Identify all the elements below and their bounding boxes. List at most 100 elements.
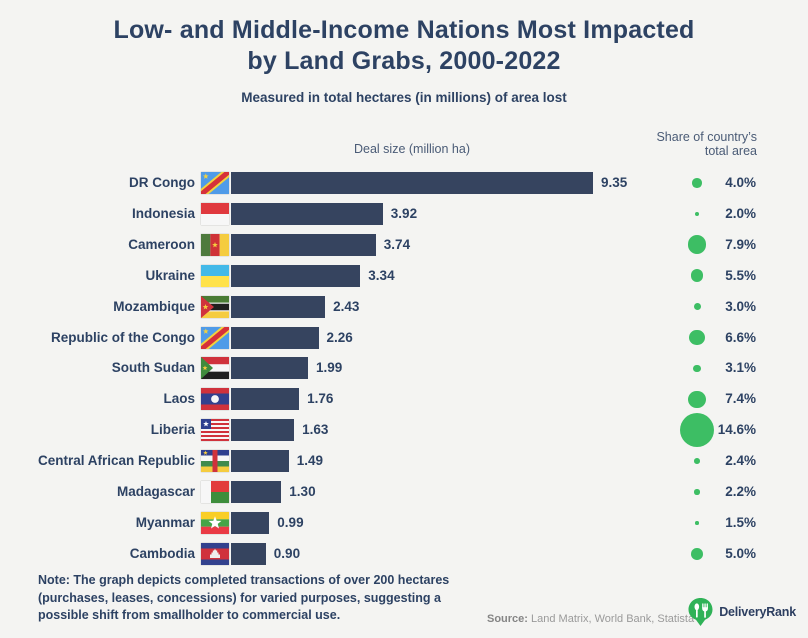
deal-size-bar <box>231 264 361 287</box>
country-label: DR Congo <box>129 175 195 190</box>
deal-size-value: 3.34 <box>368 267 395 283</box>
country-label: Liberia <box>150 422 195 438</box>
chart-row: Central African Republic 1.49 2.4% <box>0 448 808 474</box>
share-value: 2.0% <box>725 205 756 221</box>
share-value: 7.9% <box>725 236 756 252</box>
flag-myanmar-icon <box>201 511 229 534</box>
deal-size-value: 9.35 <box>601 175 628 190</box>
flag-republic-of-the-congo-icon <box>201 326 229 349</box>
share-value: 6.6% <box>725 329 756 345</box>
deal-size-value: 2.43 <box>333 298 360 314</box>
share-circle <box>694 489 700 495</box>
flag-cameroon-icon <box>201 233 229 256</box>
share-value: 3.0% <box>725 298 756 314</box>
share-value: 1.5% <box>725 514 756 530</box>
share-value: 3.1% <box>725 360 756 376</box>
deal-size-value: 1.99 <box>316 360 343 376</box>
deal-size-bar <box>231 202 383 225</box>
deal-size-value: 3.74 <box>383 236 411 252</box>
chart-row: Ukraine 3.34 5.5% <box>0 263 808 289</box>
page-title-line1: Low- and Middle-Income Nations Most Impa… <box>113 16 695 44</box>
note-text: Note: The graph depicts completed transa… <box>38 573 450 622</box>
chart-row: Indonesia 3.92 2.0% <box>0 201 808 227</box>
chart-row: Liberia 1.63 14.6% <box>0 413 808 448</box>
chart-row: DR Congo 9.35 4.0% <box>0 170 808 196</box>
page-title-line2: by Land Grabs, 2000-2022 <box>247 47 561 75</box>
share-circle <box>695 521 699 525</box>
share-column-header: Share of country’s total area <box>656 130 757 158</box>
deal-size-value: 2.26 <box>326 329 353 345</box>
chart-row: Republic of the Congo 2.26 6.6% <box>0 325 808 351</box>
share-value: 5.5% <box>725 267 756 283</box>
share-circle <box>692 178 702 188</box>
country-label: Republic of the Congo <box>51 329 195 345</box>
chart-row: Madagascar 1.30 2.2% <box>0 479 808 505</box>
flag-indonesia-icon <box>201 202 229 225</box>
flag-dr-congo-icon <box>201 172 229 194</box>
deal-size-bar <box>231 481 282 503</box>
page-subtitle: Measured in total hectares (in millions)… <box>241 90 567 105</box>
share-circle <box>691 547 703 560</box>
deliveryrank-pin-icon <box>686 597 715 627</box>
country-label: Laos <box>163 391 195 407</box>
bar-column-header: Deal size (million ha) <box>353 142 470 156</box>
source: Source: Land Matrix, World Bank, Statist… <box>487 613 694 625</box>
deal-size-value: 1.30 <box>289 484 316 499</box>
country-label: Madagascar <box>116 484 195 499</box>
chart-row: Cameroon 3.74 7.9% <box>0 232 808 258</box>
deal-size-value: 1.63 <box>302 422 329 438</box>
deal-size-bar <box>231 357 308 380</box>
deal-size-bar <box>231 388 300 411</box>
country-label: Ukraine <box>145 267 195 283</box>
share-value: 14.6% <box>717 422 756 438</box>
flag-liberia-icon <box>201 419 229 442</box>
share-circle <box>688 390 706 408</box>
country-label: Central African Republic <box>37 453 195 469</box>
brand-logo: DeliveryRank <box>686 597 796 627</box>
source-label: Source: <box>487 613 528 625</box>
country-label: Myanmar <box>135 514 195 530</box>
deal-size-bar <box>231 326 319 349</box>
country-label: Cambodia <box>129 545 195 561</box>
flag-central-african-republic-icon <box>201 450 229 473</box>
country-label: South Sudan <box>111 360 195 376</box>
deal-size-bar <box>231 172 593 194</box>
deal-size-bar <box>231 542 266 565</box>
chart-row: Laos 1.76 7.4% <box>0 386 808 412</box>
deal-size-value: 1.49 <box>296 453 323 469</box>
flag-cambodia-icon <box>201 542 229 565</box>
share-value: 7.4% <box>725 391 756 407</box>
share-value: 5.0% <box>725 545 756 561</box>
chart-row: Cambodia 0.90 5.0% <box>0 541 808 567</box>
country-label: Indonesia <box>131 205 195 221</box>
brand-name: DeliveryRank <box>719 605 796 619</box>
flag-south-sudan-icon <box>201 357 229 380</box>
deal-size-value: 0.90 <box>273 545 301 561</box>
country-label: Cameroon <box>128 236 195 252</box>
deal-size-value: 1.76 <box>307 391 334 407</box>
flag-laos-icon <box>201 388 229 411</box>
deal-size-bar <box>231 233 376 256</box>
chart-row: Mozambique 2.43 3.0% <box>0 294 808 320</box>
deal-size-value: 3.92 <box>390 205 418 221</box>
share-value: 2.4% <box>725 453 756 469</box>
share-circle <box>679 413 715 448</box>
share-circle <box>689 329 705 346</box>
source-text: Land Matrix, World Bank, Statista <box>531 613 695 625</box>
share-circle <box>687 235 707 255</box>
share-circle <box>694 211 700 217</box>
share-circle <box>693 303 701 311</box>
deal-size-bar <box>231 295 326 318</box>
chart-row: South Sudan 1.99 3.1% <box>0 355 808 381</box>
country-label: Mozambique <box>113 298 195 314</box>
chart-row: Myanmar 0.99 1.5% <box>0 510 808 536</box>
flag-ukraine-icon <box>201 264 229 287</box>
deal-size-bar <box>231 419 295 442</box>
share-circle <box>690 269 704 283</box>
share-value: 4.0% <box>725 175 756 190</box>
share-circle <box>693 364 701 373</box>
deal-size-value: 0.99 <box>277 514 304 530</box>
share-value: 2.2% <box>725 484 756 499</box>
